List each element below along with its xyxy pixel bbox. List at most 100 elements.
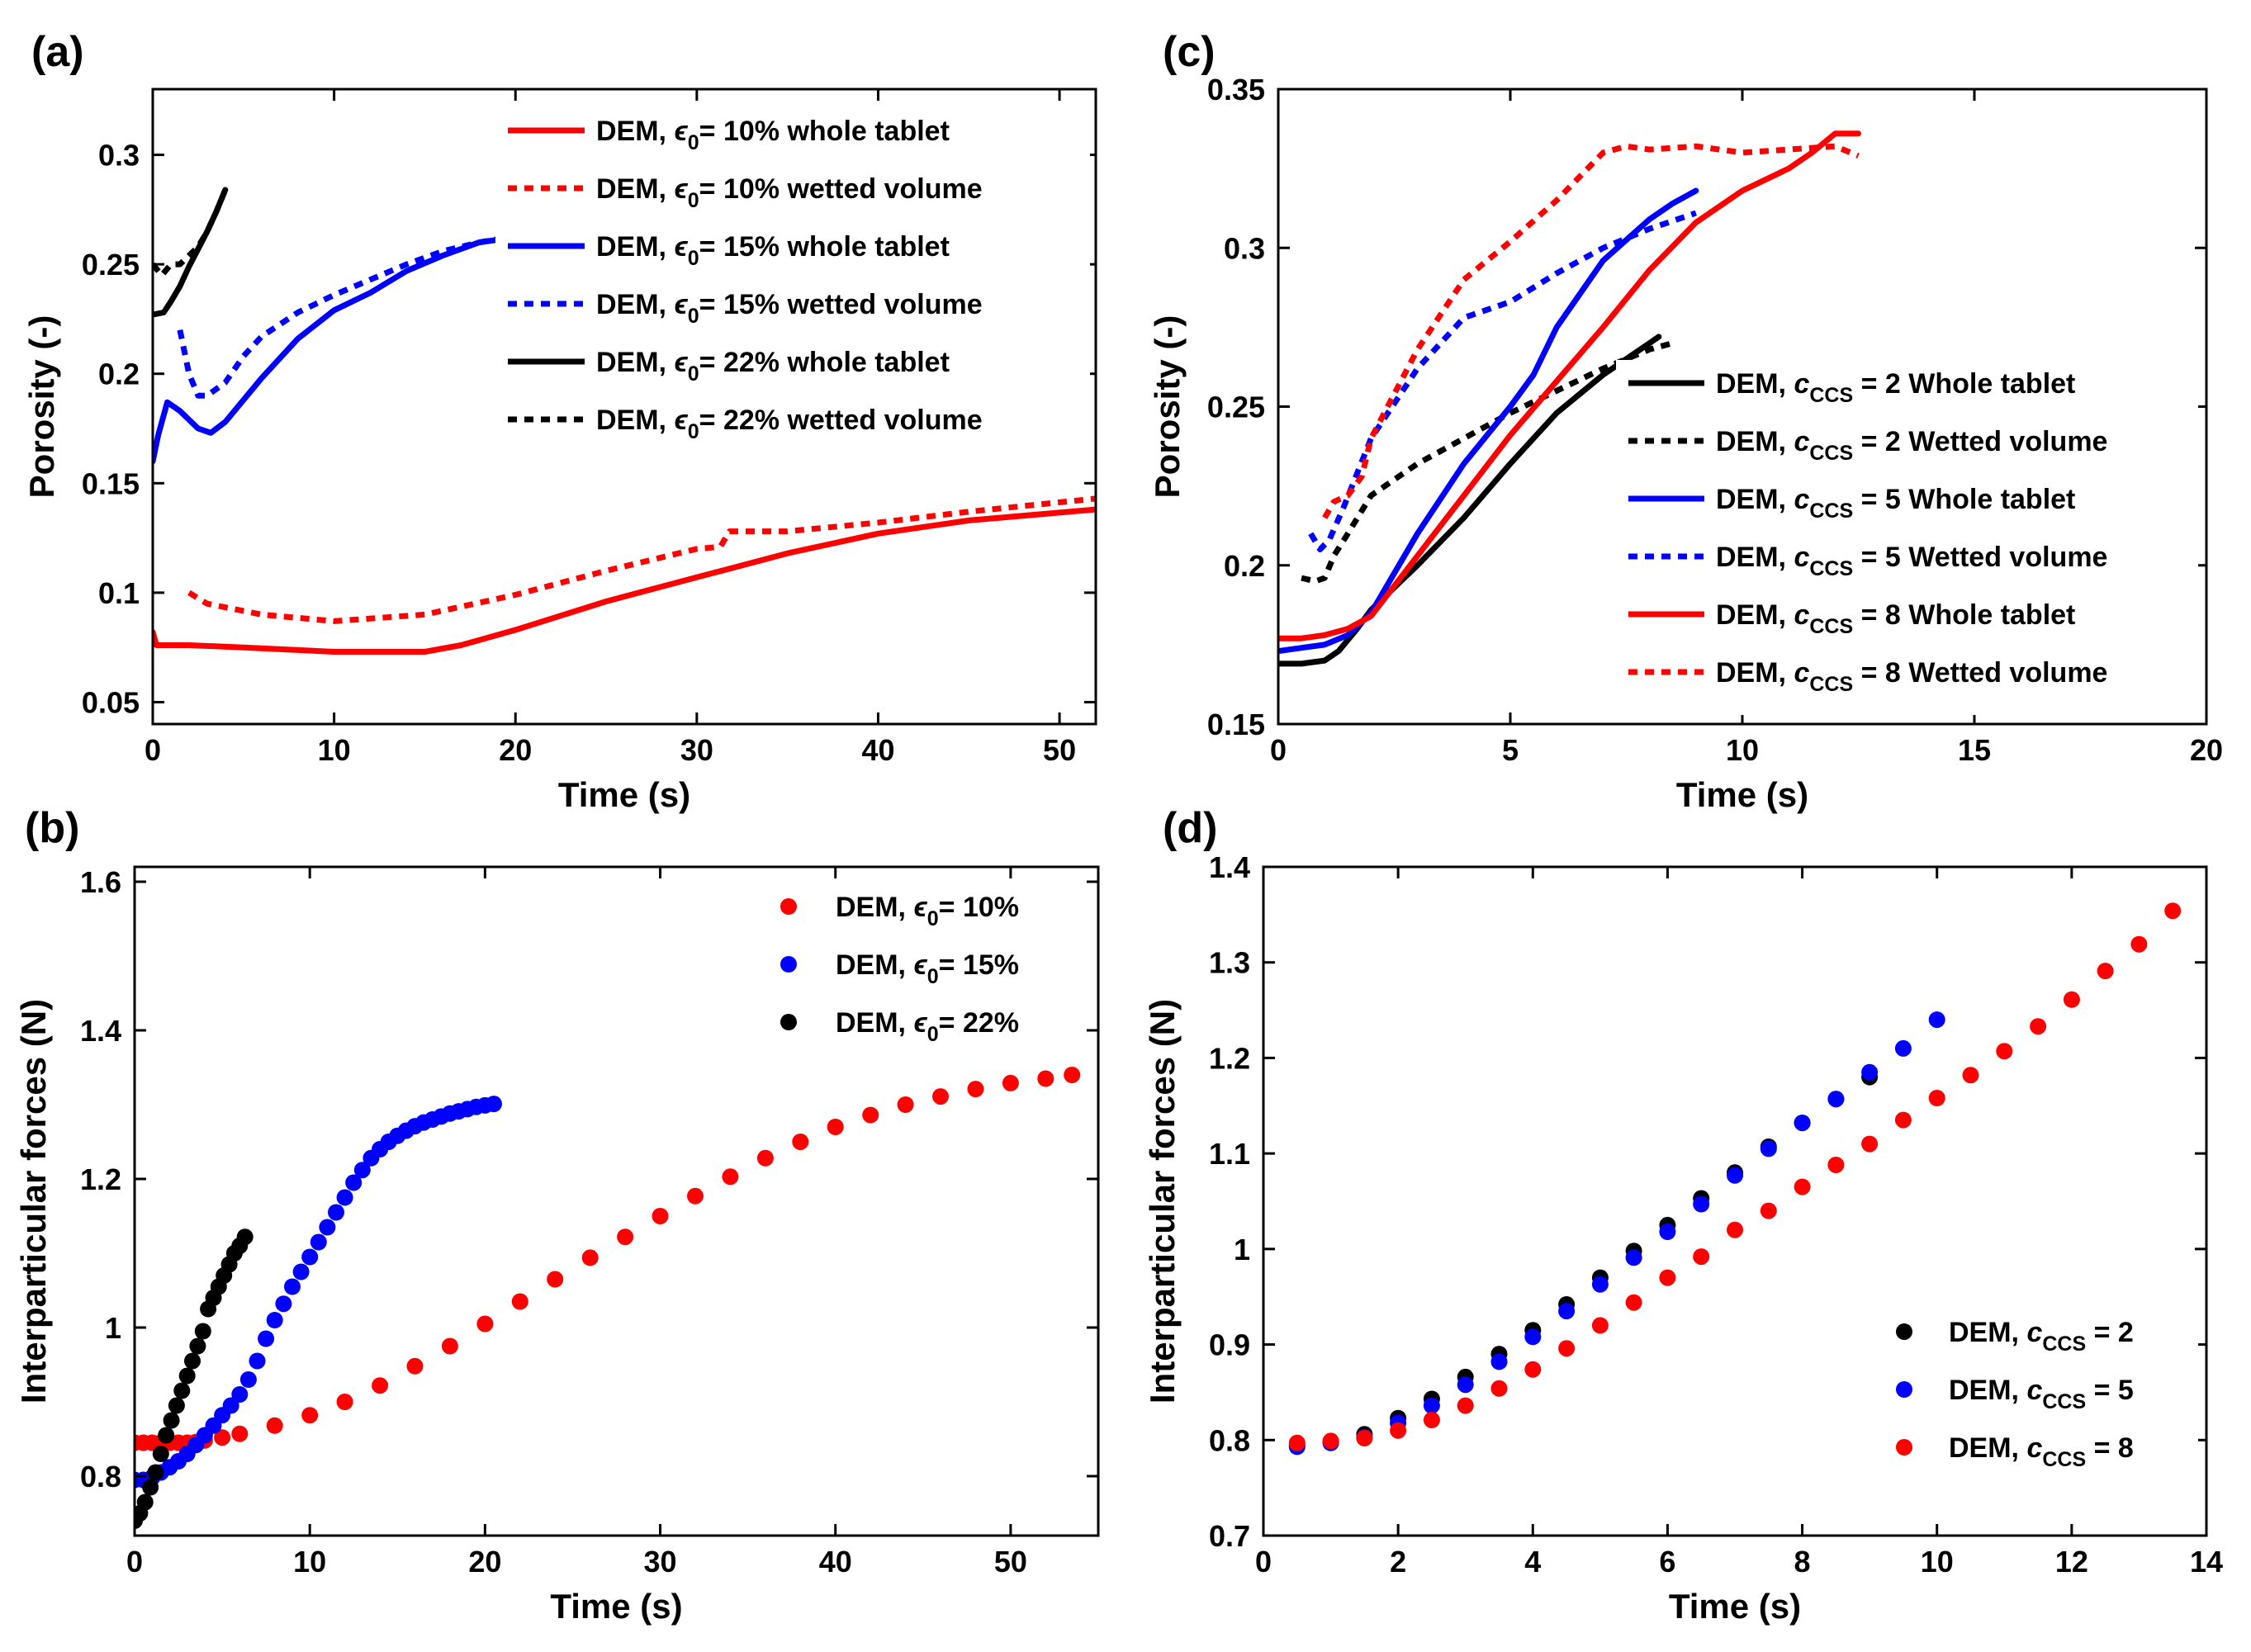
legend-swatch (1896, 1381, 1912, 1398)
panel-b: (b) 0 10 20 30 40 50 0.8 1 1.2 1.4 1.6 Time (s) Inter… (14, 804, 1100, 1626)
data-point (1861, 1135, 1879, 1153)
y-axis-label: Porosity (-) (1148, 315, 1187, 499)
legend-subscript: 0 (688, 189, 699, 212)
panel-d: (d) 0 2 4 6 8 10 12 14 0.7 0.8 0.9 1 1.1 1.2 1.3 1.4 Time… (1143, 804, 2223, 1626)
x-tick-label: 2 (1390, 1545, 1406, 1579)
data-point (1928, 1090, 1945, 1106)
panel-label: (d) (1163, 804, 1217, 852)
legend-subscript: 0 (927, 1023, 939, 1046)
panel-c: (c) 0 5 10 15 20 0.15 0.2 0.25 0.3 0.35 Time (s) Por… (1148, 28, 2223, 814)
legend-suffix: = 2 Wetted volume (1853, 426, 2107, 457)
legend-entry: DEM, ϵ0= 10% whole tablet (596, 116, 950, 154)
data-point (1894, 1039, 1912, 1057)
legend-subscript: 0 (688, 420, 699, 443)
data-point (1457, 1397, 1474, 1414)
legend-suffix: = 15% wetted volume (699, 289, 983, 320)
legend-subscript: 0 (688, 305, 699, 328)
legend-suffix: = 15% whole tablet (699, 231, 950, 263)
data-point (2063, 991, 2080, 1008)
data-point (1002, 1074, 1019, 1091)
y-tick-label: 0.8 (1209, 1423, 1250, 1457)
x-tick-label: 0 (126, 1545, 143, 1579)
legend-prefix: DEM, (596, 231, 674, 263)
data-point (301, 1407, 319, 1424)
x-tick-label: 40 (861, 733, 894, 767)
legend-entry: DEM, cCCS = 2 Whole tablet (1716, 368, 2075, 407)
y-tick-label: 0.05 (82, 685, 140, 719)
data-point (284, 1278, 301, 1295)
legend-prefix: DEM, (1716, 368, 1794, 400)
legend-prefix: DEM, (1949, 1432, 2026, 1464)
data-point (1727, 1167, 1743, 1184)
data-point (617, 1228, 634, 1246)
x-tick-label: 6 (1659, 1545, 1675, 1579)
data-point (897, 1096, 914, 1113)
data-point (1794, 1178, 1811, 1195)
legend-prefix: DEM, (596, 289, 674, 320)
y-tick-label: 0.3 (98, 139, 140, 173)
y-axis-label: Interparticular forces (N) (14, 999, 53, 1403)
data-point (275, 1295, 292, 1313)
series-line-0 (153, 506, 1096, 655)
legend-suffix: = 22% whole tablet (699, 347, 950, 378)
x-tick-label: 15 (1958, 733, 1991, 767)
legend-background (495, 107, 1090, 458)
data-point (2164, 902, 2182, 920)
data-point (1356, 1430, 1373, 1446)
legend-prefix: DEM, (836, 949, 913, 981)
data-point (1996, 1043, 2013, 1060)
legend-symbol: c (1794, 426, 1809, 457)
y-tick-label: 1.1 (1209, 1137, 1250, 1171)
data-point (756, 1149, 774, 1167)
legend-suffix: = 5 Whole tablet (1853, 484, 2075, 515)
legend-symbol: c (2026, 1317, 2042, 1348)
y-tick-label: 1.4 (80, 1014, 121, 1048)
data-point (168, 1397, 185, 1414)
x-tick-label: 20 (2190, 733, 2223, 767)
data-point (266, 1312, 283, 1328)
legend-suffix: = 8 Wetted volume (1853, 657, 2107, 689)
y-tick-label: 0.3 (1224, 231, 1265, 265)
legend-prefix: DEM, (1716, 484, 1794, 515)
legend-subscript: 0 (688, 362, 699, 386)
data-point (292, 1263, 310, 1280)
x-tick-label: 20 (468, 1545, 501, 1579)
data-point (336, 1394, 353, 1410)
legend-entry: DEM, ϵ0= 15% wetted volume (596, 289, 983, 328)
data-point (194, 1323, 211, 1340)
data-point (2030, 1018, 2047, 1035)
series-line-4 (153, 187, 229, 318)
legend-suffix: = 10% (939, 892, 1019, 923)
legend-symbol: c (1794, 599, 1809, 631)
legend-symbol: c (1794, 657, 1809, 689)
data-point (687, 1187, 704, 1205)
data-point (1827, 1091, 1845, 1108)
data-point (827, 1119, 844, 1135)
legend-entry: DEM, cCCS = 8 Wetted volume (1716, 657, 2107, 696)
legend-swatch (1896, 1439, 1912, 1456)
data-point (319, 1219, 336, 1236)
legend-subscript: CCS (2042, 1390, 2086, 1413)
legend-subscript: 0 (688, 131, 699, 154)
legend: DEM, ϵ0= 10%DEM, ϵ0= 15%DEM, ϵ0= 22% (768, 888, 1082, 1065)
legend-suffix: = 8 Whole tablet (1853, 599, 2075, 631)
legend-prefix: DEM, (1949, 1317, 2026, 1348)
data-point (1894, 1111, 1912, 1129)
data-point (301, 1248, 319, 1266)
data-point (236, 1228, 254, 1246)
data-point (1457, 1376, 1474, 1394)
legend-symbol: ϵ (913, 1007, 927, 1039)
panel-label: (c) (1163, 28, 1216, 76)
data-point (336, 1189, 353, 1206)
legend-suffix: = 2 Whole tablet (1853, 368, 2075, 400)
legend-subscript: 0 (688, 247, 699, 270)
legend-entry: DEM, cCCS = 2 (1949, 1317, 2134, 1356)
legend-subscript: CCS (1809, 499, 1853, 523)
x-tick-label: 0 (1270, 733, 1287, 767)
legend-entry: DEM, cCCS = 2 Wetted volume (1716, 426, 2107, 465)
legend-symbol: ϵ (674, 289, 688, 320)
legend-entry: DEM, cCCS = 8 Whole tablet (1716, 599, 2075, 638)
legend-prefix: DEM, (596, 405, 674, 436)
